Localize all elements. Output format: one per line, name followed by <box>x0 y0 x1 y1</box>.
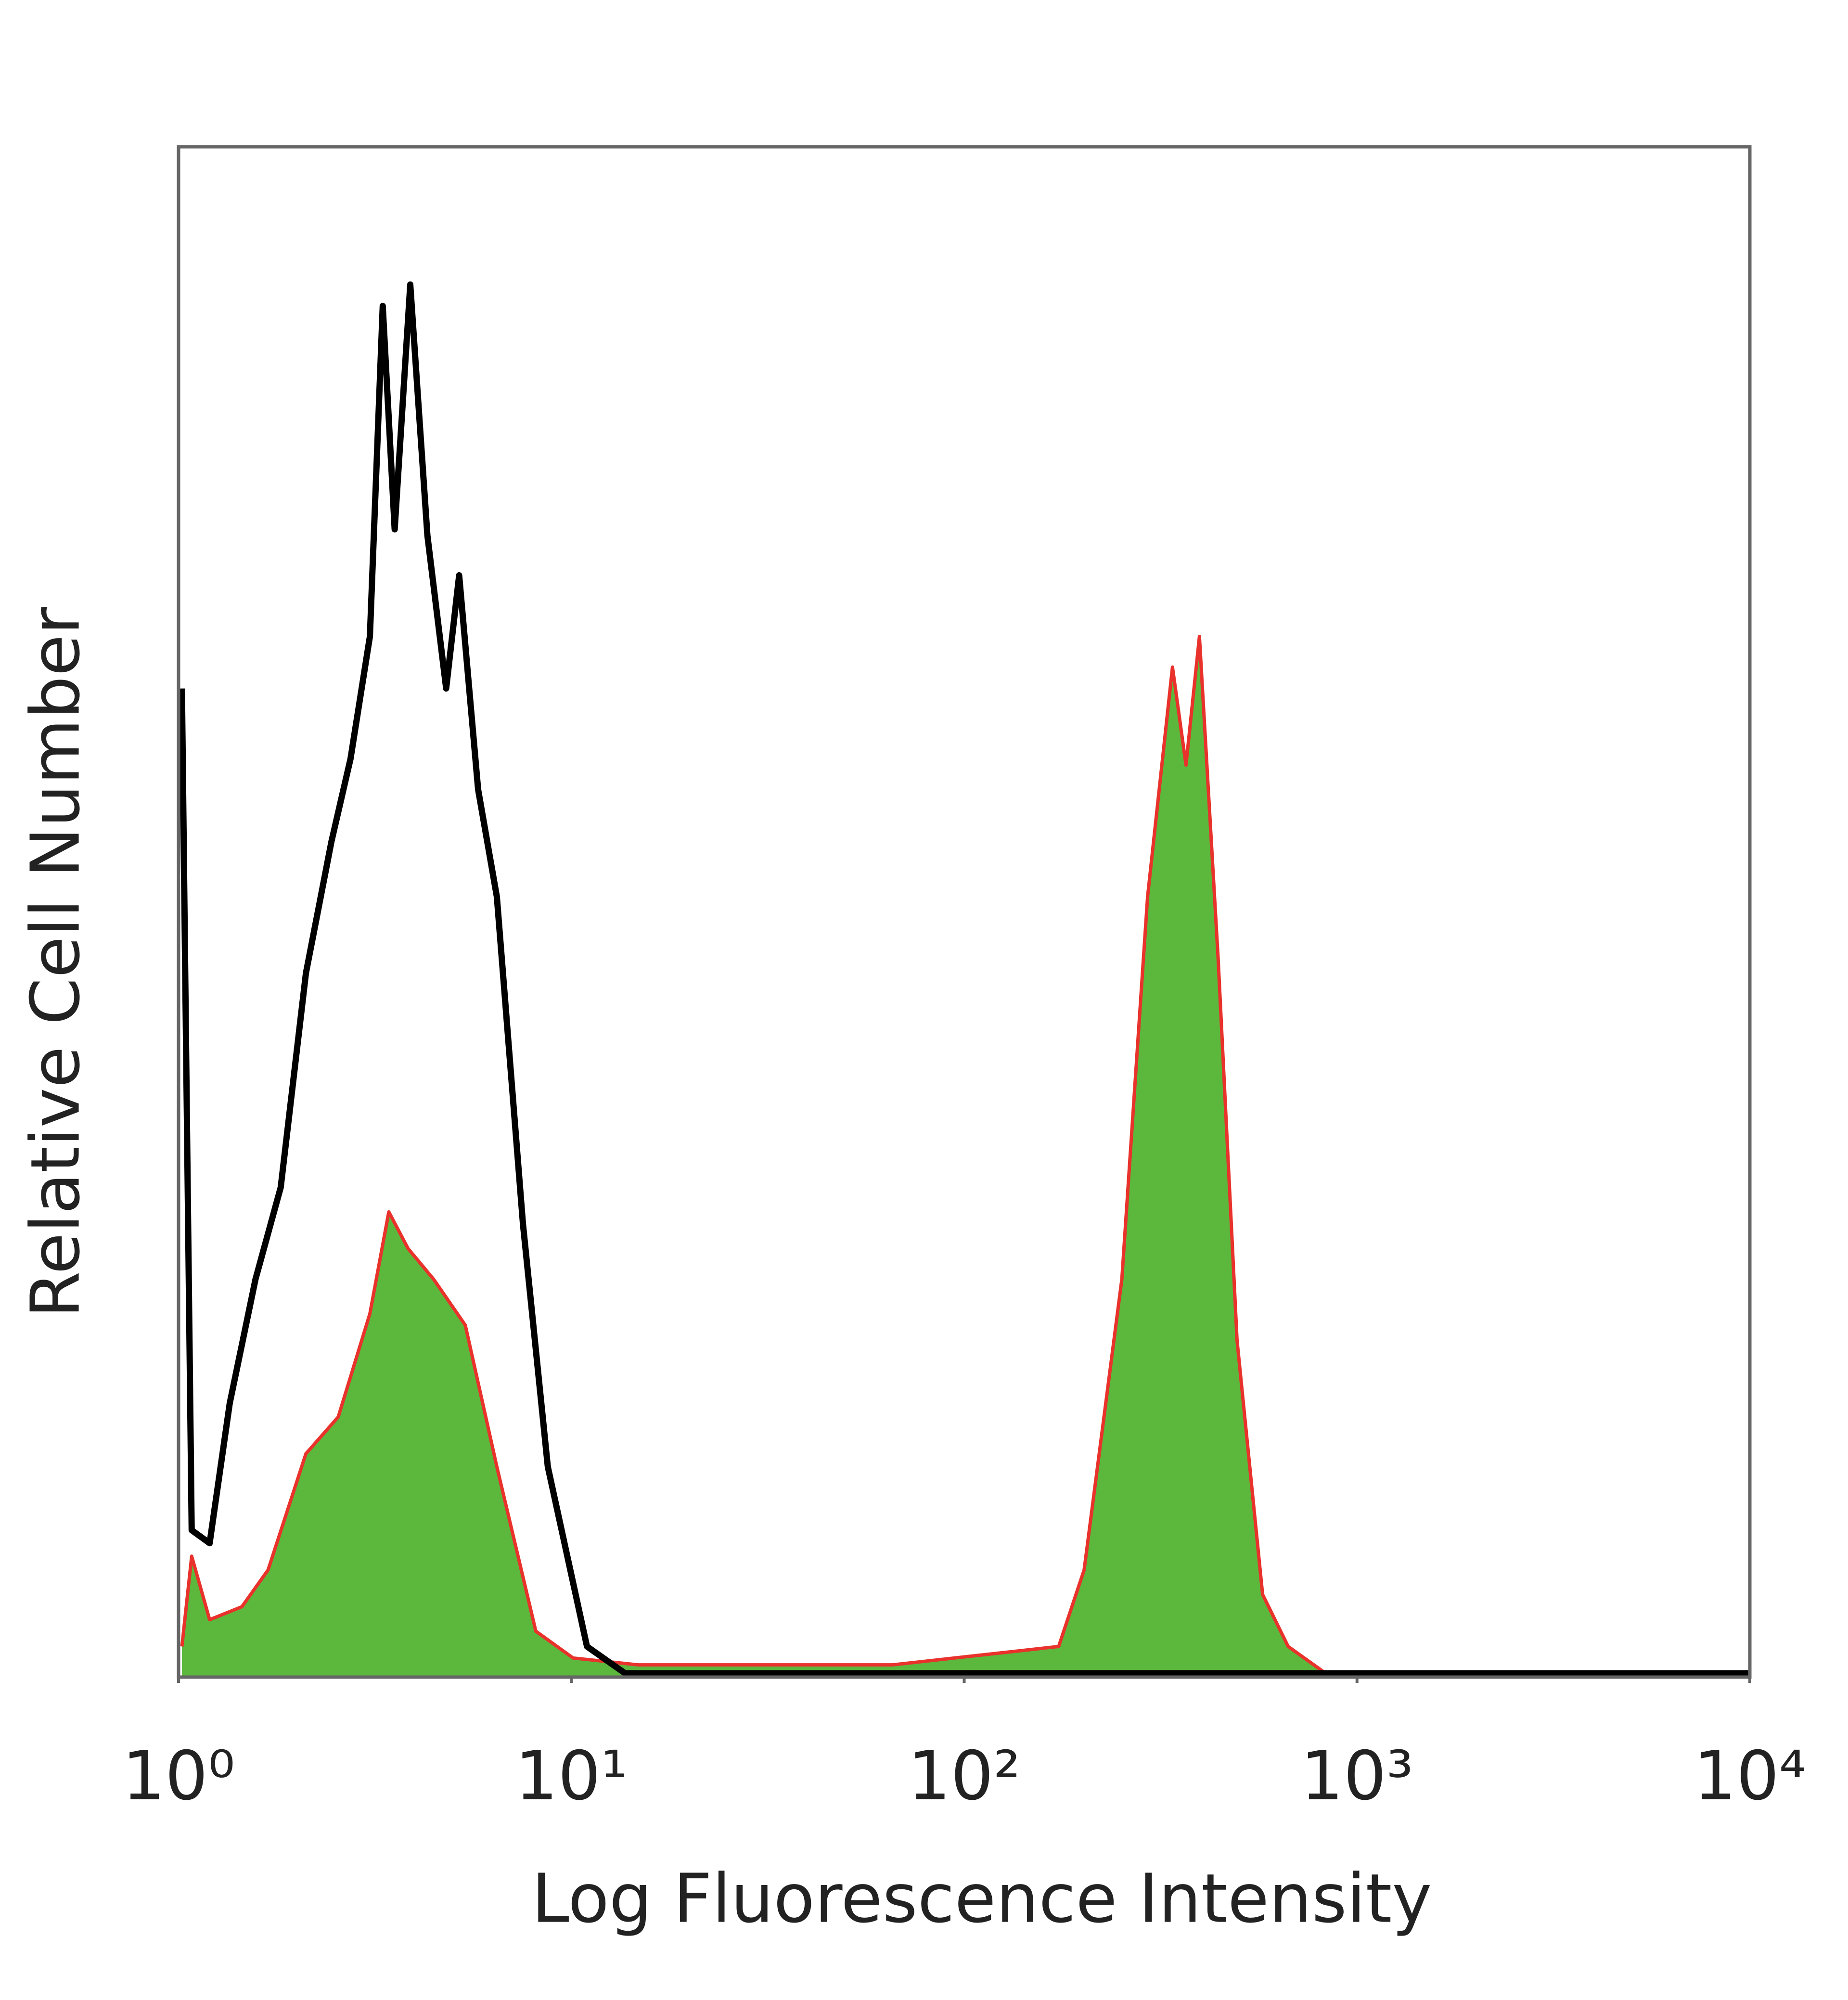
x-tick-label: 10³ <box>1301 1737 1413 1816</box>
plot-frame <box>177 145 1752 1679</box>
x-tick-label: 10² <box>908 1737 1020 1816</box>
x-tick-label: 10⁰ <box>122 1737 235 1816</box>
area <box>182 636 1750 1677</box>
x-tick-label: 10¹ <box>515 1737 628 1816</box>
x-axis-label: Log Fluorescence Intensity <box>532 1860 1432 1938</box>
line <box>179 281 1750 1677</box>
x-tick-label: 10⁴ <box>1694 1737 1806 1816</box>
y-axis-label: Relative Cell Number <box>17 607 95 1318</box>
